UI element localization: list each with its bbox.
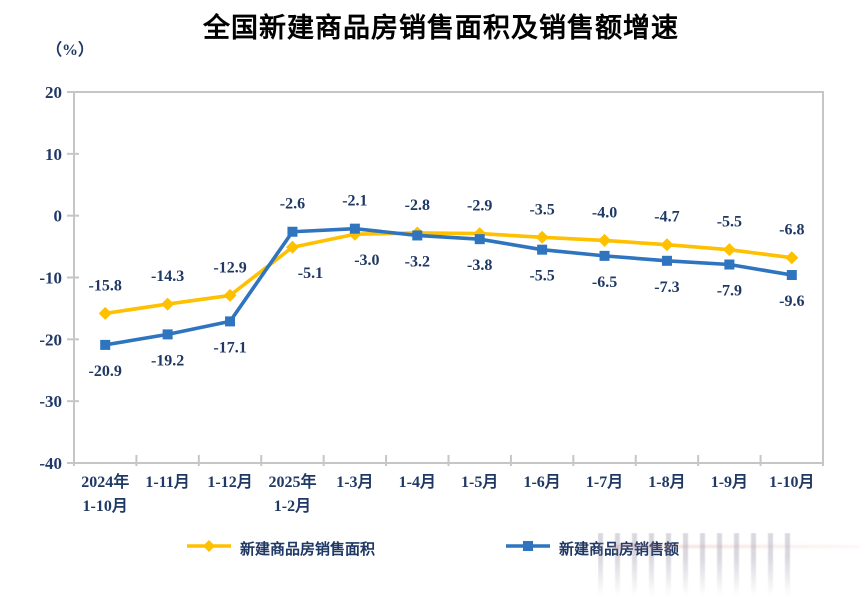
sales-amount-data-label: -17.1	[213, 339, 246, 356]
y-axis-unit-label: （%）	[46, 42, 95, 59]
sales-area-marker	[285, 240, 299, 254]
sales-area-data-label: -2.9	[467, 198, 492, 215]
sales-amount-marker	[661, 255, 672, 266]
sales-area-marker	[535, 230, 549, 244]
sales-amount-marker	[287, 226, 298, 237]
y-axis-tick-label: -30	[39, 392, 62, 411]
sales-amount-marker	[474, 234, 485, 245]
y-axis-tick-label: 0	[54, 207, 63, 226]
sales-amount-marker	[100, 339, 111, 350]
sales-amount-marker	[599, 250, 610, 261]
sales-amount-data-label: -7.3	[654, 279, 679, 296]
y-axis-tick-label: 20	[45, 83, 62, 102]
sales-amount-marker	[225, 316, 236, 327]
sales-area-data-label: -5.1	[298, 265, 323, 282]
sales-amount-marker	[349, 223, 360, 234]
plot-border	[73, 91, 824, 464]
sales-area-data-label: -5.5	[717, 214, 742, 231]
sales-amount-data-label: -20.9	[89, 363, 122, 380]
sales-amount-data-label: -5.5	[529, 268, 554, 285]
sales-area-marker	[98, 306, 112, 320]
sales-amount-line	[103, 226, 794, 347]
x-axis-label: 1-4月	[399, 473, 436, 491]
y-axis-tick-label: -20	[39, 330, 62, 349]
x-axis-label: 1-7月	[586, 473, 623, 491]
sales-amount-marker	[786, 270, 797, 281]
x-axis-label: 1-3月	[336, 473, 373, 491]
sales-amount-data-label: -2.6	[280, 196, 305, 213]
sales-amount-data-label: -7.9	[717, 283, 742, 300]
sales-amount-data-label: -9.6	[779, 293, 804, 310]
sales-area-marker	[660, 238, 674, 252]
chart-title: 全国新建商品房销售面积及销售额增速	[203, 13, 679, 43]
legend-item-sales-area: 新建商品房销售面积	[186, 538, 375, 559]
y-axis-tick-label: -10	[39, 269, 62, 288]
x-axis-label: 1-10月	[83, 497, 128, 515]
sales-area-marker	[722, 243, 736, 257]
x-axis-label: 2024年	[81, 472, 129, 491]
sales-area-data-label: -6.8	[779, 222, 804, 239]
sales-area-data-label: -4.0	[592, 204, 617, 221]
x-axis-label: 1-5月	[461, 473, 498, 491]
x-axis-label: 1-6月	[523, 473, 560, 491]
sales-amount-data-label: -6.5	[592, 274, 617, 291]
legend-item-sales-amount: 新建商品房销售额	[505, 538, 679, 559]
sales-area-data-label: -4.7	[654, 209, 679, 226]
sales-area-marker	[598, 233, 612, 247]
sales-area-line	[103, 231, 794, 316]
y-axis-tick-label: 10	[45, 145, 62, 164]
sales-amount-data-label: -3.8	[467, 257, 492, 274]
sales-area-data-label: -3.0	[354, 252, 379, 269]
sales-amount-legend-swatch	[506, 541, 550, 551]
sales-amount-data-label: -3.2	[405, 253, 430, 270]
legend-label-sales-amount: 新建商品房销售额	[559, 542, 680, 558]
sales-amount-data-label: -19.2	[151, 352, 184, 369]
sales-area-marker	[223, 288, 237, 302]
sales-area-data-label: -15.8	[89, 277, 122, 294]
sales-amount-legend-marker-icon	[505, 539, 551, 558]
sales-area-data-label: -14.3	[151, 268, 184, 285]
sales-amount-marker	[412, 230, 423, 241]
x-axis-label: 1-9月	[711, 473, 748, 491]
sales-area-data-label: -2.8	[405, 197, 430, 214]
x-axis-label: 2025年	[268, 472, 316, 491]
x-axis-label: 1-10月	[769, 473, 814, 491]
sales-area-data-label: -3.5	[529, 201, 554, 218]
x-axis-label: 1-2月	[274, 497, 311, 515]
legend-label-sales-area: 新建商品房销售面积	[240, 542, 376, 558]
x-axis-label: 1-11月	[145, 473, 189, 491]
sales-amount-marker	[537, 244, 548, 255]
sales-area-legend-swatch	[187, 540, 231, 552]
y-axis-tick-label: -40	[39, 454, 62, 473]
sales-area-marker	[785, 251, 799, 265]
sales-amount-data-label: -2.1	[342, 193, 367, 210]
x-axis-label: 1-12月	[207, 473, 252, 491]
sales-area-data-label: -12.9	[213, 259, 246, 276]
sales-area-legend-marker-icon	[186, 539, 232, 558]
sales-amount-marker	[724, 259, 735, 270]
sales-amount-marker	[162, 329, 173, 340]
sales-area-marker	[161, 297, 175, 311]
x-axis-label: 1-8月	[648, 473, 685, 491]
